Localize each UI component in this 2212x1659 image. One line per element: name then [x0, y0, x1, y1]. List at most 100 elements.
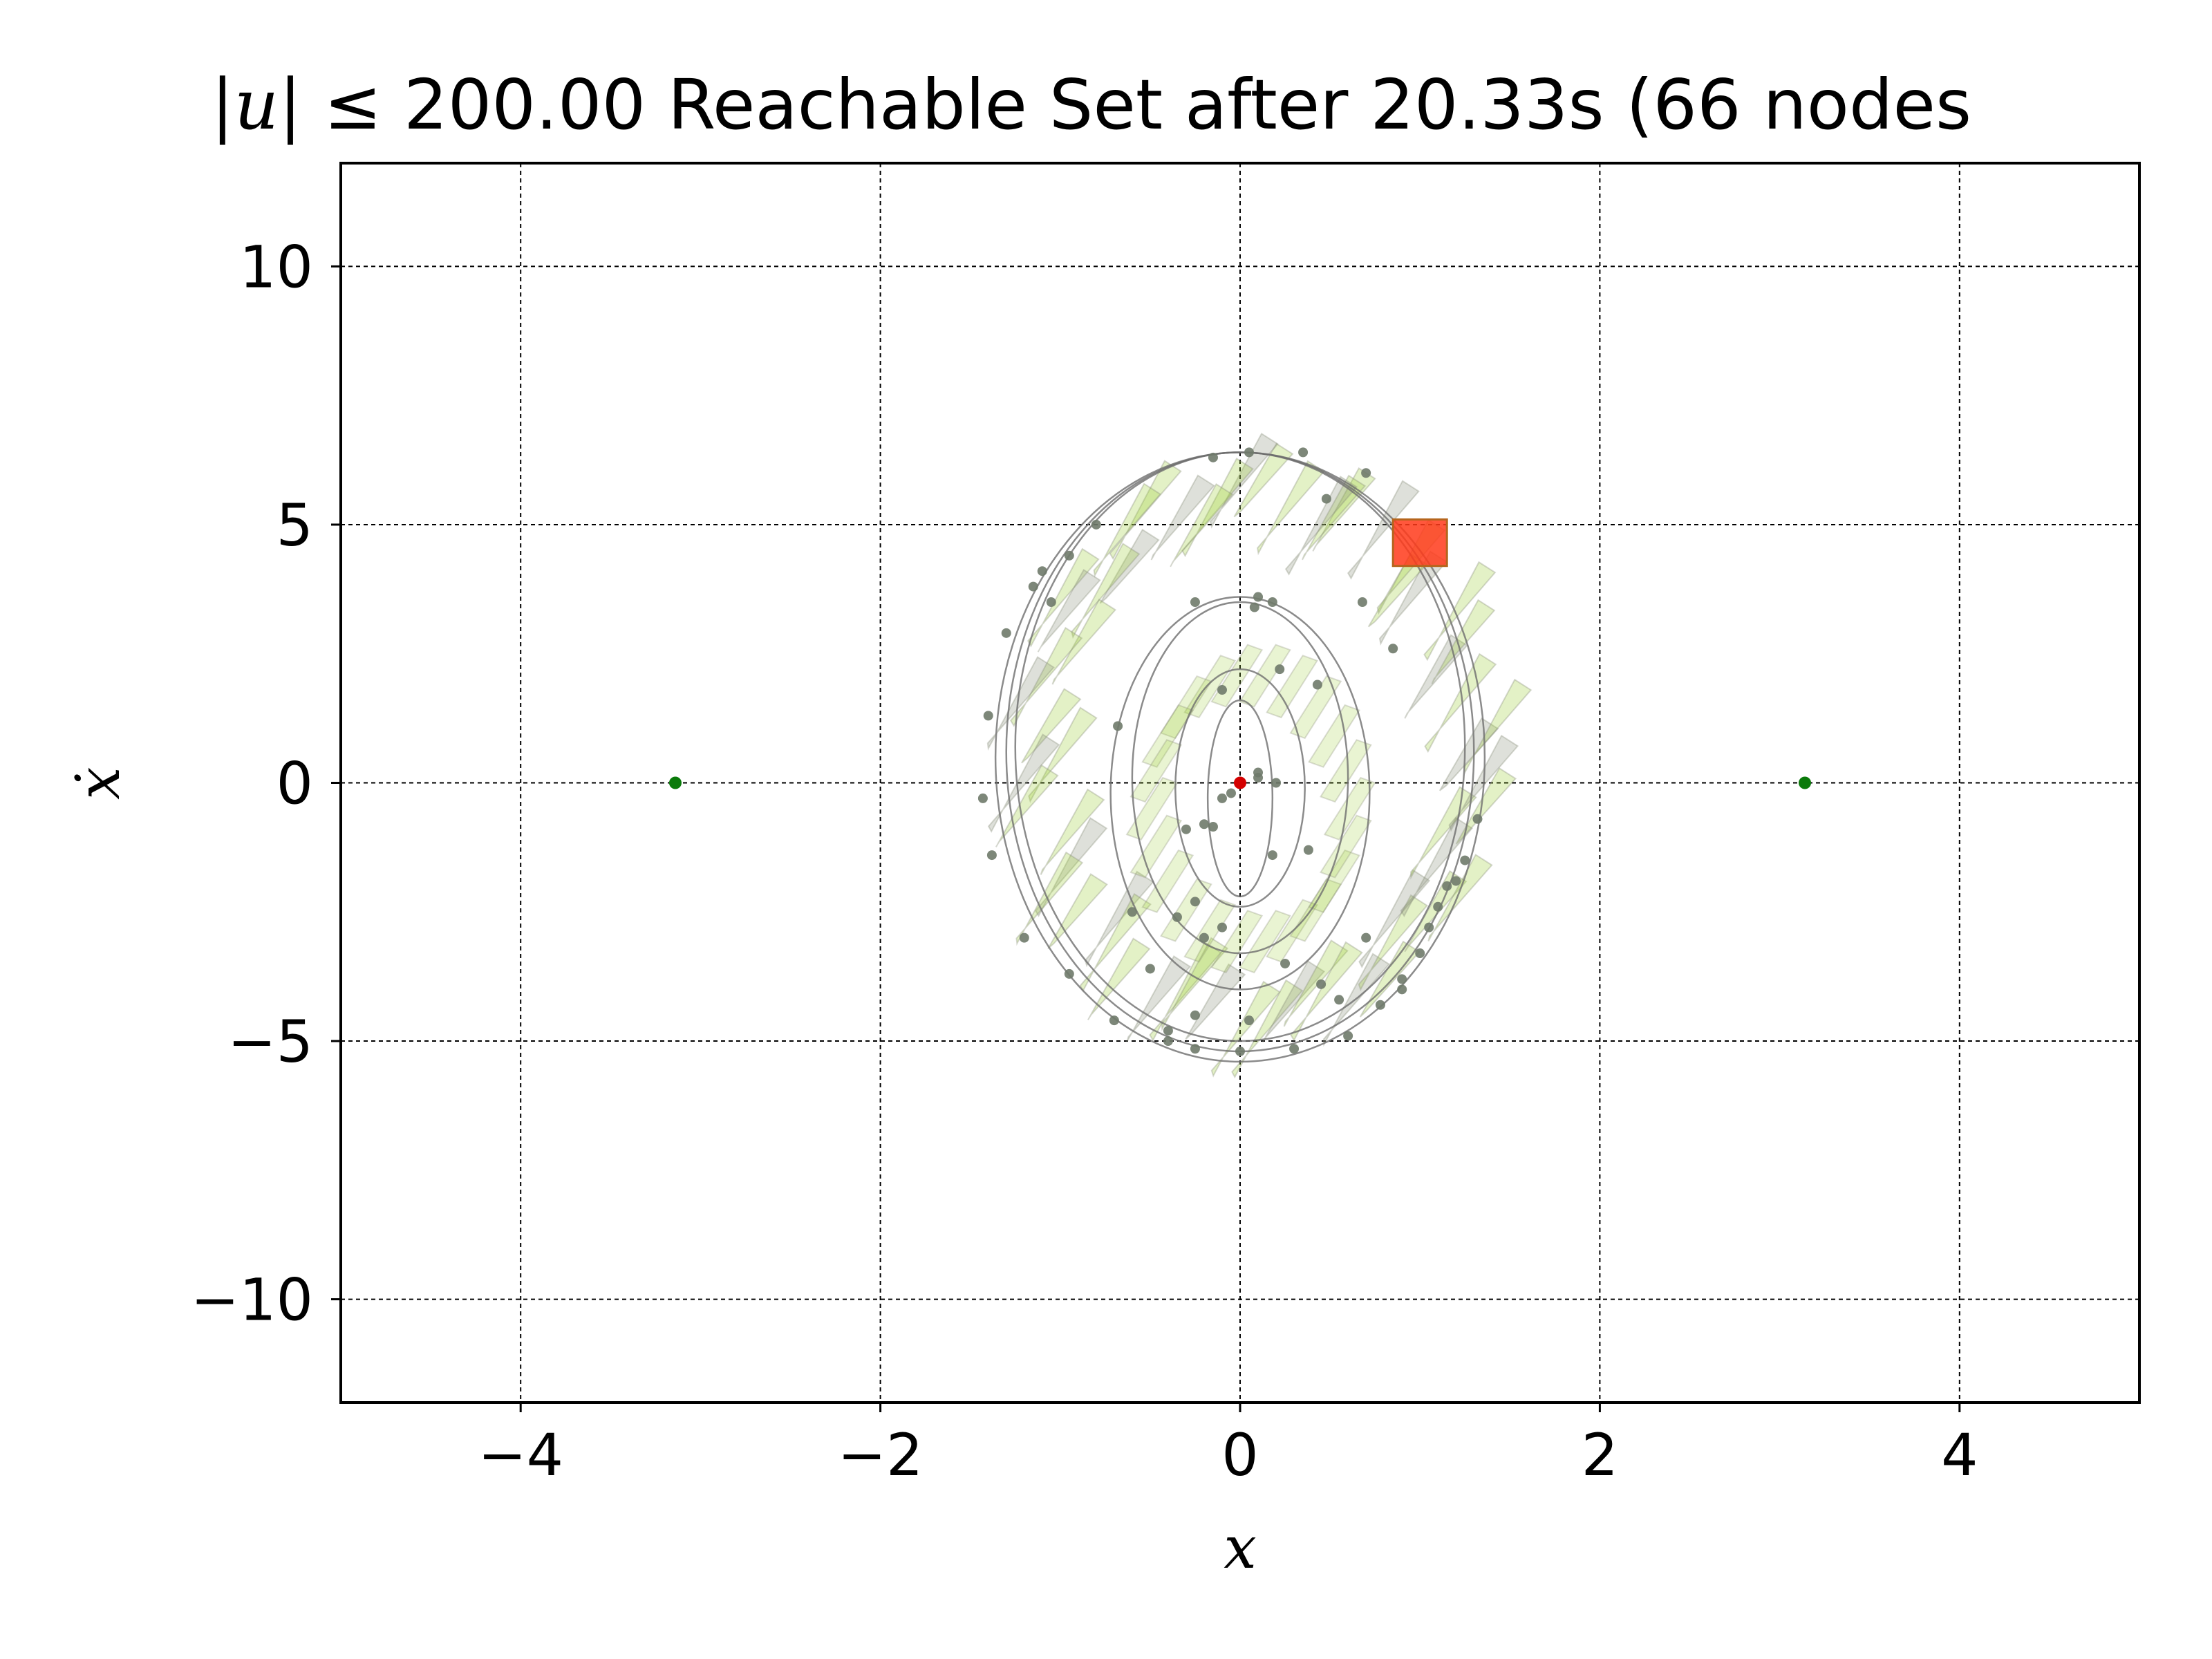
- reachable-set-patch: [1149, 941, 1222, 1042]
- reachable-set-patch: [1185, 963, 1246, 1040]
- reachable-set-patch: [1047, 873, 1108, 950]
- reachable-set-patch: [1130, 739, 1183, 803]
- chart-title-prefix: |u|: [211, 64, 302, 145]
- x-tick-label: 4: [1941, 1421, 1978, 1489]
- tree-node: [1109, 1015, 1119, 1026]
- reachable-set-patch: [1358, 869, 1431, 968]
- tree-node: [1361, 932, 1371, 943]
- tree-node: [1172, 912, 1182, 922]
- chart-title-rest: ≤ 200.00 Reachable Set after 20.33s (66 …: [302, 64, 1971, 145]
- tree-node: [1334, 995, 1344, 1005]
- reachable-set-patch: [986, 656, 1055, 751]
- reachable-set-patch: [1181, 457, 1254, 558]
- y-tick-label: 0: [276, 750, 313, 818]
- tree-node: [1375, 1000, 1385, 1010]
- tree-node: [1181, 824, 1191, 834]
- trajectory-curve: [1131, 601, 1349, 955]
- tree-node: [1226, 788, 1236, 798]
- reachable-set-patch: [1231, 979, 1304, 1079]
- reachable-set-patch: [1099, 528, 1160, 604]
- x-tick-label: −4: [478, 1421, 563, 1489]
- reachable-set-patch: [1358, 894, 1429, 991]
- reachable-set-patch: [1087, 937, 1151, 1020]
- reachable-set-patch: [1141, 849, 1194, 913]
- tree-node: [1361, 468, 1371, 478]
- tree-node: [1415, 948, 1425, 959]
- reachable-set-patch: [1021, 688, 1082, 764]
- tree-node: [1217, 922, 1227, 932]
- plot-area: [668, 432, 1812, 1079]
- tree-node: [1208, 822, 1218, 832]
- reachable-set-patch: [1161, 937, 1229, 1031]
- reachable-set-patch: [1028, 706, 1098, 803]
- trajectory-curve: [1174, 668, 1306, 908]
- reachable-set-patch: [1130, 814, 1183, 879]
- tree-node: [1028, 581, 1038, 592]
- tree-node: [1019, 932, 1029, 943]
- tree-node: [1460, 855, 1470, 865]
- start-point: [1234, 776, 1246, 789]
- reachable-set-patch: [1312, 467, 1376, 552]
- reachable-set-patch: [1210, 910, 1264, 974]
- reachable-set-patch: [1239, 910, 1291, 974]
- tree-node: [1253, 592, 1264, 602]
- tree-node: [1397, 984, 1407, 995]
- reachable-set-patch: [1159, 878, 1212, 942]
- reachable-set-patch: [1141, 704, 1194, 768]
- tree-node: [1451, 876, 1461, 886]
- goal-point: [668, 776, 682, 789]
- tree-node: [1145, 964, 1155, 974]
- tree-node: [1249, 602, 1259, 612]
- tree-node: [1244, 447, 1255, 458]
- reachable-set-patch: [1015, 851, 1084, 946]
- grid-lines: [341, 163, 2139, 1403]
- reachable-set-patch: [1109, 460, 1182, 561]
- y-tick-label: −10: [191, 1266, 313, 1334]
- reachable-set-patch: [1209, 432, 1279, 529]
- tree-node: [1289, 1044, 1300, 1054]
- tree-node: [986, 850, 997, 861]
- tree-node: [1253, 773, 1264, 783]
- x-tick-label: −2: [838, 1421, 924, 1489]
- reachable-set-patch: [1150, 474, 1215, 561]
- tree-node: [1388, 644, 1398, 654]
- tree-node: [1357, 597, 1367, 608]
- tree-node: [1275, 664, 1285, 675]
- tree-node: [1190, 1010, 1200, 1020]
- tree-node: [977, 793, 988, 803]
- tree-node: [1316, 979, 1327, 989]
- tree-node: [1271, 778, 1282, 788]
- tree-node: [1235, 1046, 1245, 1056]
- y-tick-label: 5: [276, 491, 313, 559]
- reachable-set-patch: [1289, 675, 1342, 740]
- tree-node: [1208, 452, 1218, 462]
- reachable-set-patch: [1037, 568, 1101, 653]
- reachable-set-patch: [1319, 739, 1372, 803]
- reachable-set-patch: [1424, 653, 1497, 753]
- x-tick-label: 0: [1221, 1421, 1258, 1489]
- reachable-set-patch: [1183, 899, 1237, 963]
- tree-node: [1321, 494, 1331, 504]
- tree-node: [1267, 850, 1277, 861]
- tree-node: [1064, 968, 1074, 979]
- tree-node: [983, 711, 993, 721]
- reachable-set-patch: [1040, 788, 1105, 875]
- reachable-set-patch: [1009, 626, 1083, 727]
- tree-node: [1442, 881, 1452, 891]
- tree-node: [1424, 922, 1434, 932]
- reachable-set-patch: [1283, 939, 1349, 1027]
- y-tick-label: −5: [227, 1008, 313, 1076]
- x-axis-label: x: [1224, 1514, 1256, 1582]
- tree-node: [1303, 845, 1313, 855]
- reachable-set-patch: [1302, 474, 1367, 561]
- tree-node: [1113, 721, 1123, 731]
- reachable-set-patch: [1034, 816, 1108, 917]
- reachable-set-patch: [987, 733, 1060, 833]
- tree-node: [1163, 1026, 1173, 1036]
- reachable-set-patch: [1051, 598, 1117, 685]
- y-axis-label: ẋ: [65, 767, 133, 799]
- tree-node: [1190, 897, 1200, 907]
- tree-node: [1312, 679, 1322, 690]
- reachable-set-patch: [1323, 776, 1376, 841]
- reachable-set-patch: [1290, 941, 1363, 1042]
